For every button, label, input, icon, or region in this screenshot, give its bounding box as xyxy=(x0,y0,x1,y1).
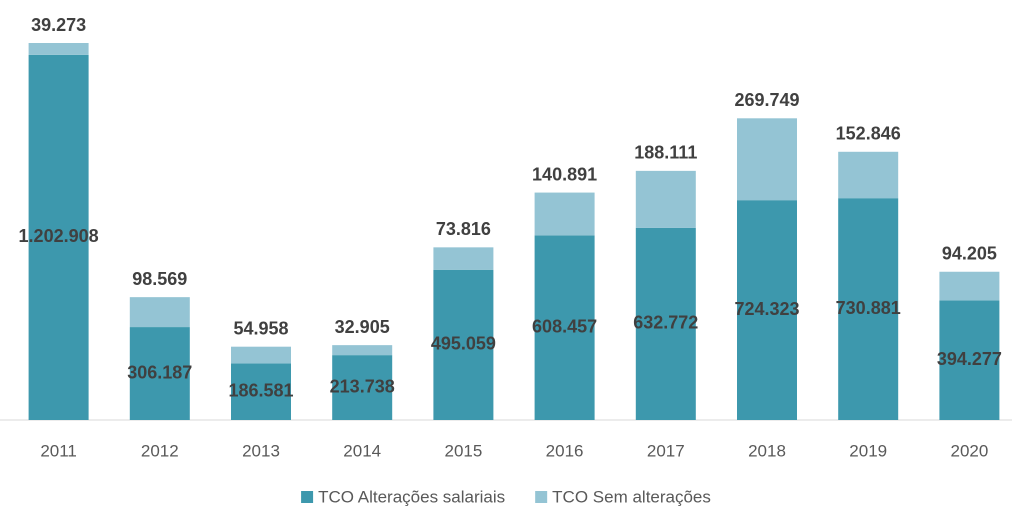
bar-segment xyxy=(838,151,899,199)
data-label: 188.111 xyxy=(634,143,697,163)
data-label: 724.323 xyxy=(734,299,799,319)
data-label: 269.749 xyxy=(734,90,799,110)
bar-segment xyxy=(737,200,797,420)
legend-swatch xyxy=(535,491,548,503)
bar-segment xyxy=(129,327,190,420)
x-tick-label: 2012 xyxy=(141,441,179,460)
data-label: 152.846 xyxy=(836,124,901,144)
data-label: 1.202.908 xyxy=(19,226,99,246)
x-tick-label: 2019 xyxy=(849,441,887,460)
data-label: 213.738 xyxy=(330,376,395,396)
data-label: 54.958 xyxy=(233,318,288,338)
data-label: 632.772 xyxy=(633,313,698,333)
x-tick-label: 2020 xyxy=(950,441,988,460)
bar-segment xyxy=(433,247,494,270)
bar-segment xyxy=(231,346,291,364)
data-label: 32.905 xyxy=(335,317,390,337)
data-label: 98.569 xyxy=(132,269,187,289)
data-label: 73.816 xyxy=(436,219,491,239)
x-tick-label: 2015 xyxy=(444,441,482,460)
legend-swatch xyxy=(301,491,314,503)
bar-segment xyxy=(231,363,291,420)
data-label: 140.891 xyxy=(532,164,597,184)
x-tick-label: 2013 xyxy=(242,441,280,460)
data-label: 186.581 xyxy=(228,380,293,400)
bar-segment xyxy=(332,355,393,420)
x-tick-label: 2014 xyxy=(343,441,381,460)
bar-segment xyxy=(939,271,1000,301)
bar-segment xyxy=(737,118,797,201)
data-label: 39.273 xyxy=(31,15,86,35)
data-label: 608.457 xyxy=(532,316,597,336)
x-tick-label: 2017 xyxy=(647,441,685,460)
data-label: 94.205 xyxy=(942,243,997,263)
data-label: 306.187 xyxy=(127,362,192,382)
bar-segment xyxy=(939,300,1000,420)
bar-segment xyxy=(28,54,89,421)
data-label: 394.277 xyxy=(937,349,1002,369)
data-label: 730.881 xyxy=(836,298,901,318)
x-tick-label: 2011 xyxy=(40,441,77,460)
bar-segment xyxy=(129,297,190,328)
bar-segment xyxy=(635,170,696,228)
bar-segment xyxy=(534,235,595,420)
x-tick-label: 2016 xyxy=(546,441,584,460)
bar-segment xyxy=(332,345,393,356)
bar-segment xyxy=(433,269,494,420)
data-label: 495.059 xyxy=(431,334,496,354)
legend-label: TCO Alterações salariais xyxy=(318,487,505,506)
bar-segment xyxy=(838,198,899,420)
bar-segment xyxy=(635,227,696,420)
legend-label: TCO Sem alterações xyxy=(552,487,711,506)
bar-segment xyxy=(28,43,89,55)
bar-segment xyxy=(534,192,595,236)
x-tick-label: 2018 xyxy=(748,441,786,460)
